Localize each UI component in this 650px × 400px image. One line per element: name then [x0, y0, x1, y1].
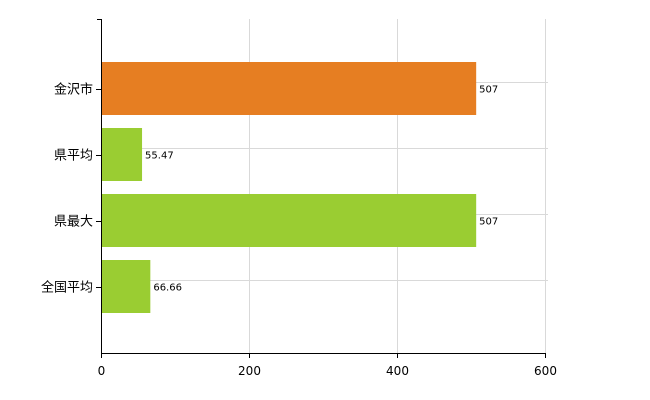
x-tick-label: 200: [238, 364, 261, 378]
bar-value-label: 66.66: [153, 283, 182, 294]
category-label: 県最大: [54, 215, 93, 230]
bar: [101, 62, 477, 115]
bar: [101, 260, 151, 313]
category-label: 全国平均: [41, 280, 93, 296]
x-tick-label: 0: [98, 364, 106, 378]
axes: [96, 19, 546, 358]
x-tick-label: 400: [386, 364, 409, 378]
bars: [101, 62, 477, 313]
category-label: 県平均: [54, 149, 93, 164]
bar-value-label: 507: [479, 217, 498, 228]
x-tick-label: 600: [534, 364, 557, 378]
bar-value-label: 507: [479, 85, 498, 96]
bar: [101, 128, 143, 181]
bar: [101, 194, 477, 247]
bar-value-label: 55.47: [145, 151, 174, 162]
category-label: 金沢市: [54, 82, 93, 98]
